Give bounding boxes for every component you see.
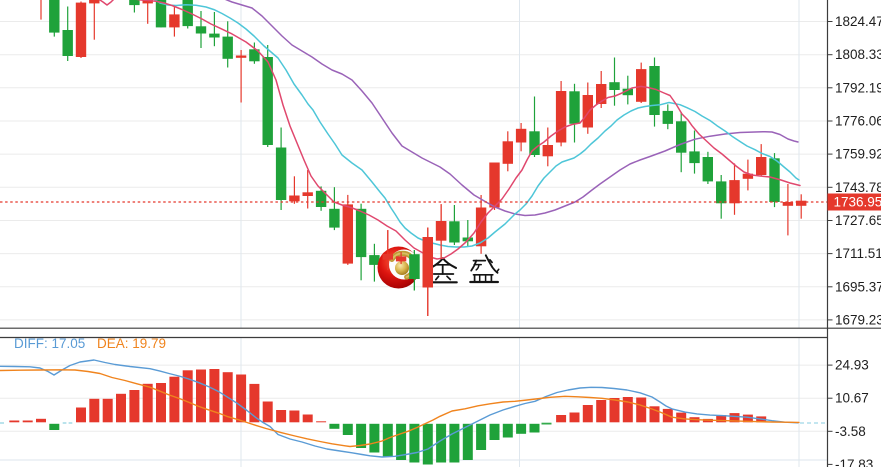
svg-text:10.67: 10.67	[835, 391, 869, 406]
svg-text:1727.65: 1727.65	[835, 213, 881, 228]
svg-text:1792.19: 1792.19	[835, 80, 881, 95]
svg-text:1695.37: 1695.37	[835, 279, 881, 294]
svg-text:DIFF: 17.05: DIFF: 17.05	[14, 336, 85, 351]
svg-text:1759.92: 1759.92	[835, 147, 881, 162]
svg-text:1736.95: 1736.95	[834, 195, 881, 210]
svg-text:DEA: 19.79: DEA: 19.79	[97, 336, 166, 351]
svg-text:1776.06: 1776.06	[835, 114, 881, 129]
svg-text:24.93: 24.93	[835, 358, 869, 373]
svg-text:1824.47: 1824.47	[835, 14, 881, 29]
svg-text:-3.58: -3.58	[835, 424, 866, 439]
svg-text:1743.78: 1743.78	[835, 180, 881, 195]
svg-text:1679.23: 1679.23	[835, 312, 881, 327]
svg-text:-17.83: -17.83	[835, 457, 873, 467]
svg-text:1711.51: 1711.51	[835, 246, 881, 261]
svg-text:1808.33: 1808.33	[835, 47, 881, 62]
